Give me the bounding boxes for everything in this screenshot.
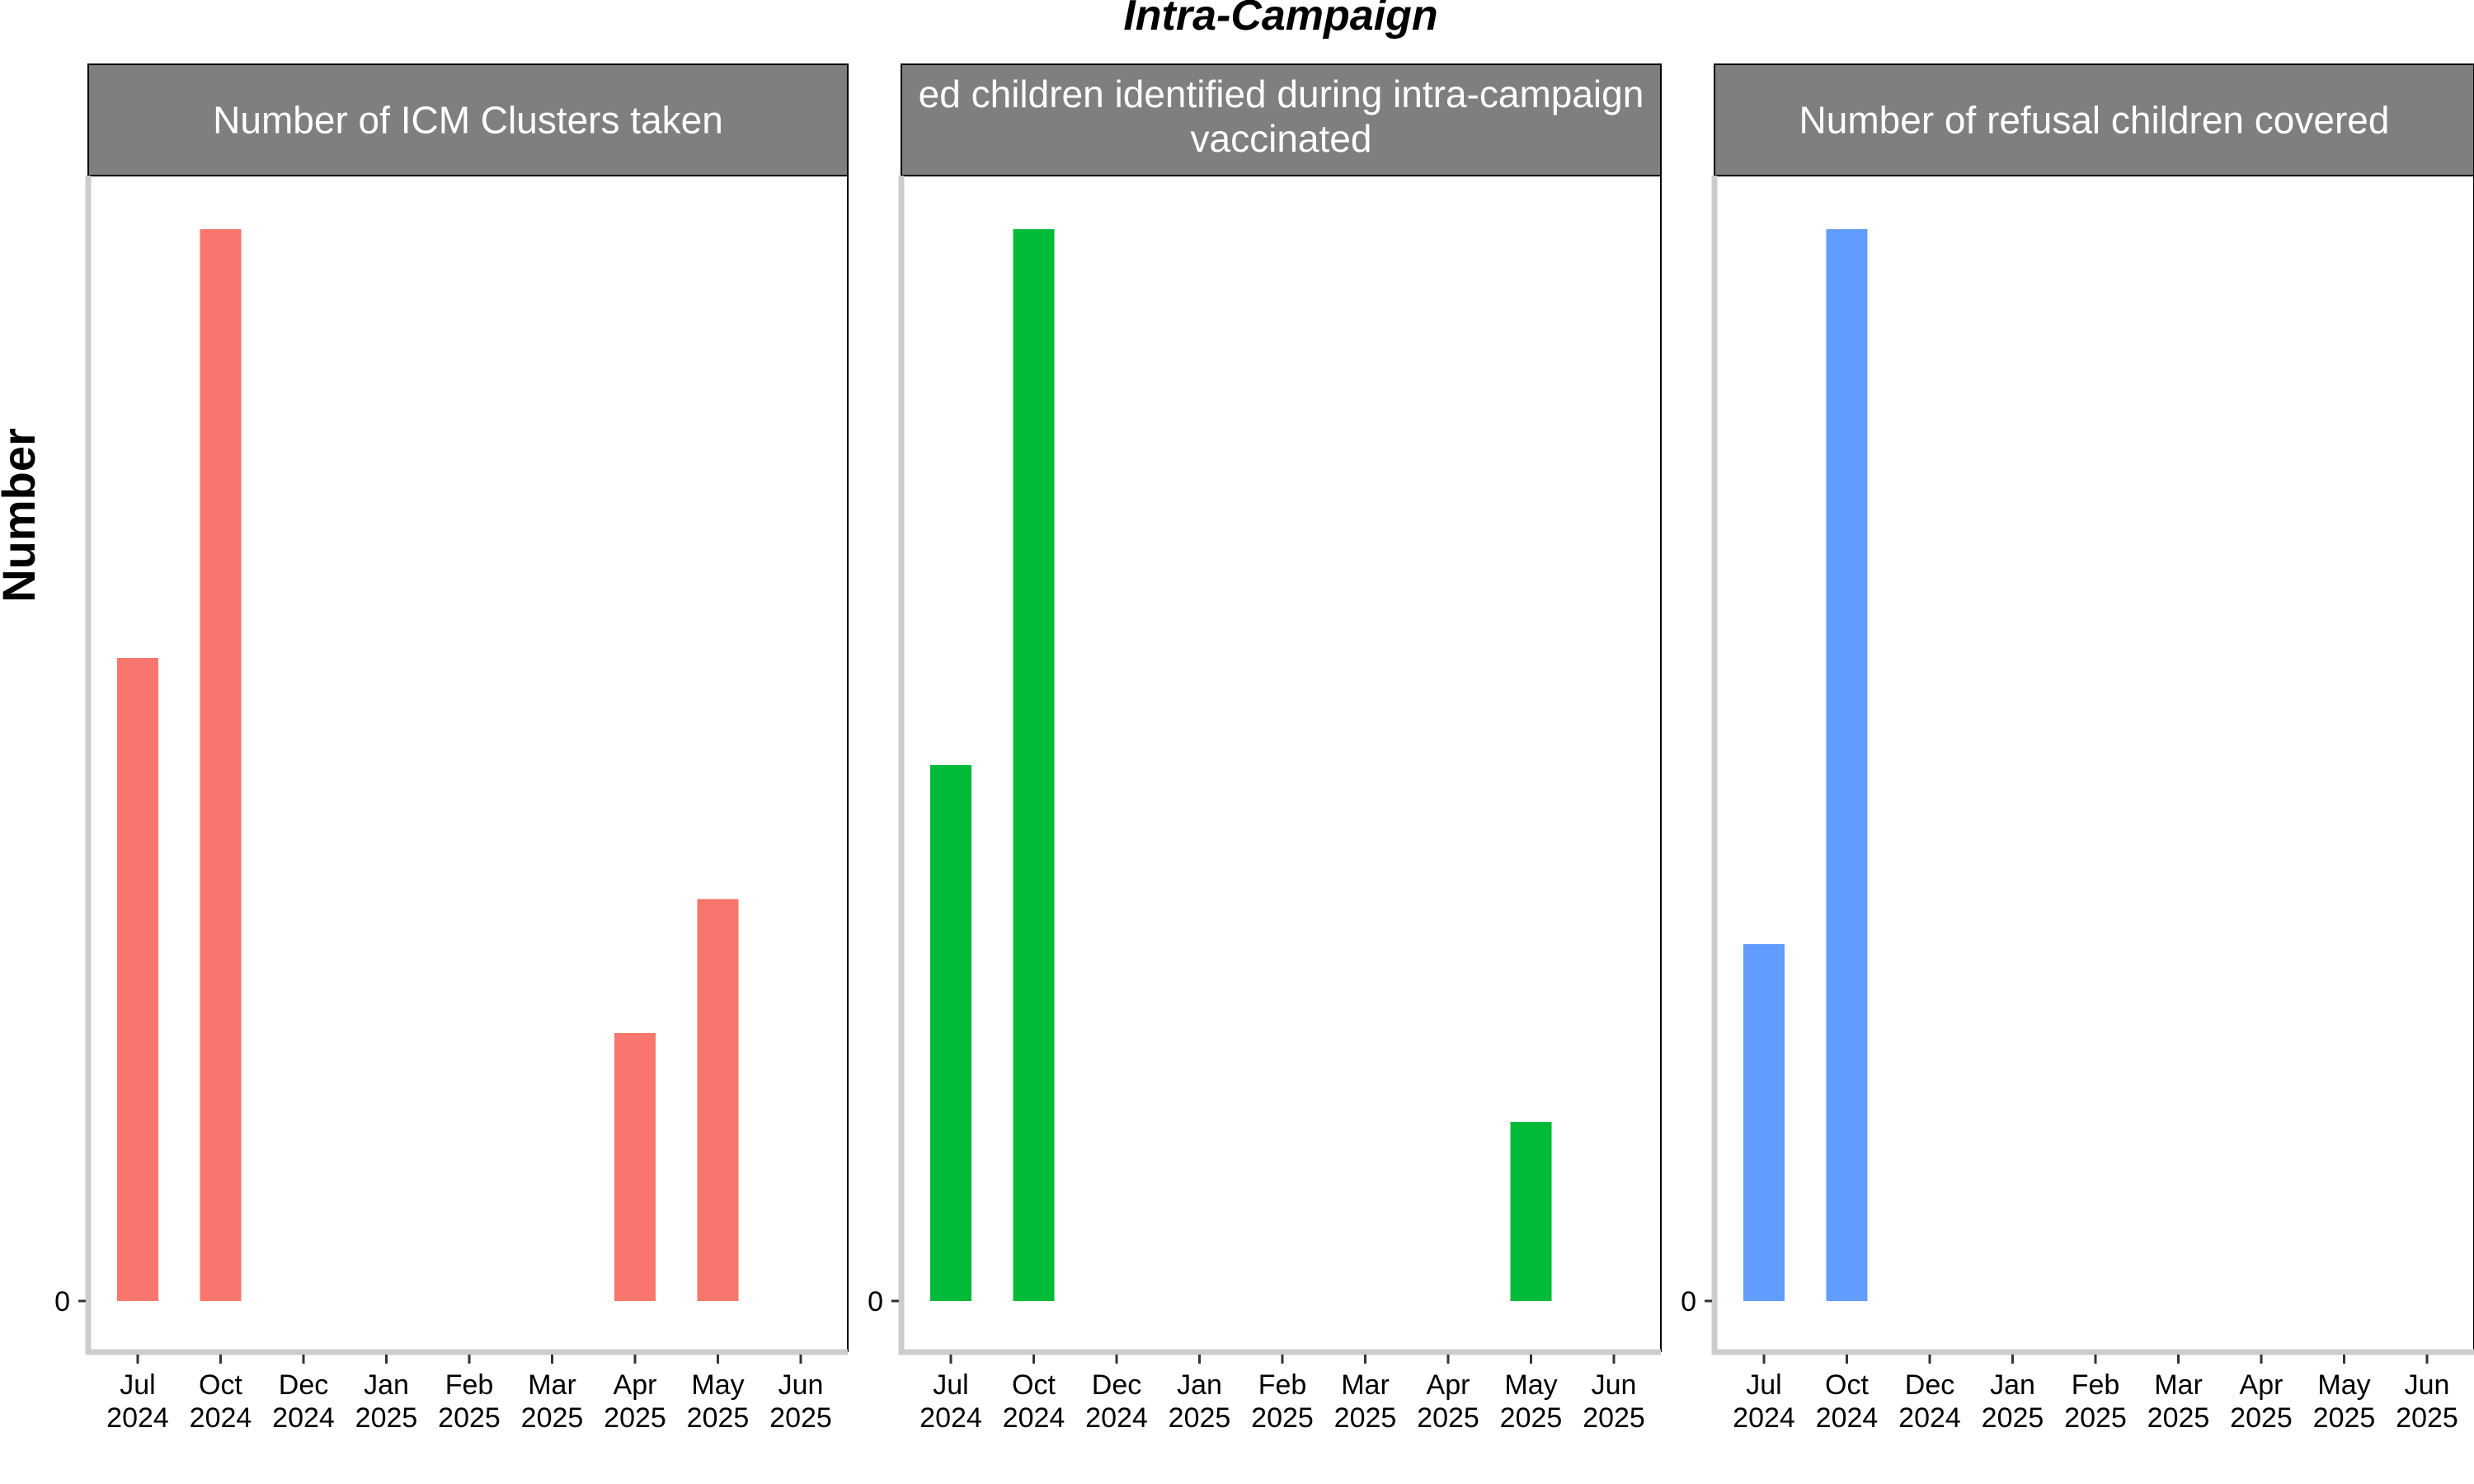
x-tick-label-year: 2024 (1816, 1402, 1879, 1434)
x-tick-label-month: Jul (933, 1369, 968, 1401)
facets: Number of ICM Clusters taken0Jul2024Oct2… (54, 63, 2474, 1434)
x-tick-label-month: Jun (1592, 1369, 1637, 1401)
x-tick-label-year: 2025 (1500, 1402, 1563, 1434)
x-tick-label-month: Dec (279, 1369, 328, 1401)
y-axis-title: Number (0, 428, 45, 603)
facet-strip (1714, 63, 2474, 176)
bar (930, 765, 971, 1301)
x-tick-label-year: 2025 (1982, 1402, 2044, 1434)
x-tick-label-month: Jan (364, 1369, 409, 1401)
x-tick-label-year: 2025 (521, 1402, 584, 1434)
x-tick-label-year: 2024 (106, 1402, 169, 1434)
bar (1826, 229, 1868, 1301)
x-tick-label-year: 2025 (2313, 1402, 2376, 1434)
facet-strip (87, 63, 849, 176)
x-tick-label-year: 2025 (2064, 1402, 2127, 1434)
x-tick-label-year: 2025 (604, 1402, 666, 1434)
facet-panel: Number of refusal children covered0Jul20… (1681, 63, 2474, 1434)
x-tick-label-month: Apr (614, 1369, 657, 1401)
facet-title: Number of ICM Clusters taken (213, 99, 723, 142)
x-tick-label-year: 2025 (1169, 1402, 1231, 1434)
bar (697, 899, 739, 1301)
x-tick-label-month: May (691, 1369, 744, 1401)
facet-title: vaccinated (1191, 117, 1372, 160)
bar (1743, 944, 1785, 1301)
facet-title: ed children identified during intra-camp… (919, 73, 1644, 115)
x-tick-label-month: Oct (199, 1369, 242, 1401)
facet-strip (901, 63, 1662, 176)
x-tick-label-year: 2025 (769, 1402, 832, 1434)
x-tick-label-month: Apr (1427, 1369, 1470, 1401)
x-tick-label-year: 2025 (2230, 1402, 2293, 1434)
x-tick-label-month: Mar (2154, 1369, 2203, 1401)
facet-panel: Number of ICM Clusters taken0Jul2024Oct2… (54, 63, 849, 1434)
y-tick-label: 0 (1681, 1286, 1696, 1317)
x-tick-label-month: Jun (778, 1369, 824, 1401)
x-tick-label-month: Dec (1092, 1369, 1141, 1401)
x-tick-label-year: 2025 (1583, 1402, 1645, 1434)
x-tick-label-year: 2024 (1003, 1402, 1065, 1434)
x-tick-label-month: Dec (1905, 1369, 1954, 1401)
bar (1510, 1121, 1552, 1301)
x-tick-label-year: 2024 (190, 1402, 252, 1434)
facet-title: Number of refusal children covered (1799, 99, 2390, 142)
x-tick-label-year: 2024 (272, 1402, 335, 1434)
y-tick-label: 0 (54, 1286, 70, 1317)
x-tick-label-year: 2025 (438, 1402, 501, 1434)
x-tick-label-month: Oct (1825, 1369, 1869, 1401)
x-tick-label-month: May (2317, 1369, 2370, 1401)
x-tick-label-month: Jul (120, 1369, 155, 1401)
y-tick-label: 0 (868, 1286, 883, 1317)
x-tick-label-month: May (1504, 1369, 1557, 1401)
x-tick-label-year: 2025 (687, 1402, 750, 1434)
x-tick-label-year: 2025 (1251, 1402, 1314, 1434)
bar (614, 1033, 656, 1301)
x-tick-label-month: Jun (2405, 1369, 2450, 1401)
x-tick-label-month: Mar (528, 1369, 576, 1401)
x-tick-label-year: 2025 (1334, 1402, 1397, 1434)
bar (117, 658, 158, 1301)
x-tick-label-month: Apr (2240, 1369, 2284, 1401)
x-tick-label-month: Mar (1341, 1369, 1390, 1401)
chart-title: Intra-Campaign (1123, 0, 1437, 40)
facet-panel: ed children identified during intra-camp… (868, 63, 1662, 1434)
x-tick-label-month: Feb (2072, 1369, 2120, 1401)
x-tick-label-year: 2024 (1085, 1402, 1148, 1434)
x-tick-label-year: 2024 (920, 1402, 982, 1434)
bar (200, 229, 242, 1301)
x-tick-label-year: 2025 (2396, 1402, 2458, 1434)
x-tick-label-month: Feb (445, 1369, 494, 1401)
x-tick-label-month: Jul (1746, 1369, 1781, 1401)
x-tick-label-year: 2025 (355, 1402, 418, 1434)
bar (1013, 229, 1055, 1301)
x-tick-label-month: Jan (1990, 1369, 2035, 1401)
x-tick-label-month: Jan (1177, 1369, 1222, 1401)
x-tick-label-month: Feb (1258, 1369, 1307, 1401)
x-tick-label-month: Oct (1012, 1369, 1056, 1401)
x-tick-label-year: 2024 (1733, 1402, 1795, 1434)
x-tick-label-year: 2025 (1417, 1402, 1479, 1434)
x-tick-label-year: 2024 (1898, 1402, 1961, 1434)
x-tick-label-year: 2025 (2147, 1402, 2210, 1434)
